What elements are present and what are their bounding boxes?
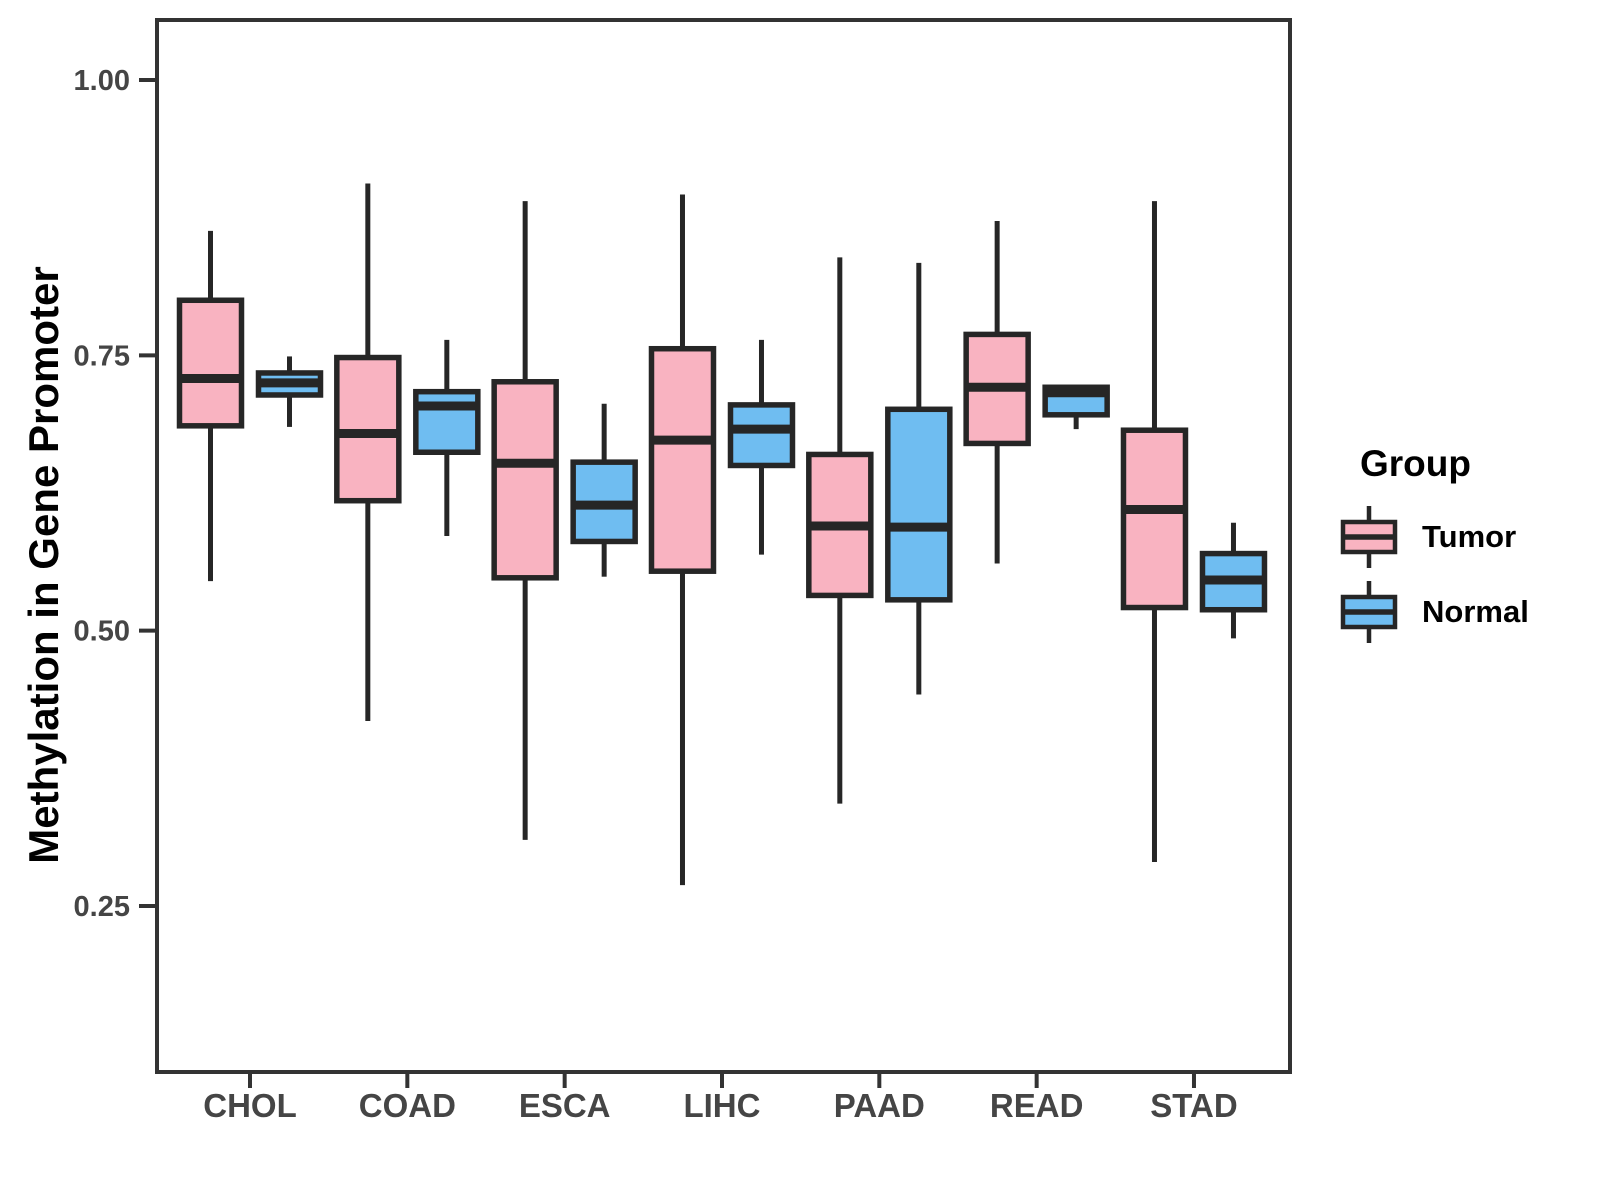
x-category-label-chol: CHOL xyxy=(203,1087,297,1124)
boxplot-lihc-normal xyxy=(727,339,796,555)
boxplot-chol-normal xyxy=(255,356,324,427)
legend-item-tumor: Tumor xyxy=(1340,499,1529,574)
boxplot-chol-tumor xyxy=(176,230,245,582)
legend-label-tumor: Tumor xyxy=(1422,518,1517,554)
y-tick-label: 0.75 xyxy=(74,340,130,372)
normal-boxplot-key-icon xyxy=(1340,580,1398,643)
box-rect xyxy=(885,406,953,603)
box-rect xyxy=(727,402,796,469)
legend-label-normal: Normal xyxy=(1422,593,1529,629)
boxplot-lihc-tumor xyxy=(648,194,717,886)
boxplot-esca-tumor xyxy=(491,201,559,840)
x-category-label-stad: STAD xyxy=(1150,1087,1237,1124)
box-rect xyxy=(491,379,559,581)
boxplot-paad-normal xyxy=(885,262,953,695)
y-tick-label: 0.25 xyxy=(74,891,130,923)
boxplot-esca-normal xyxy=(570,403,638,577)
x-category-label-coad: COAD xyxy=(359,1087,456,1124)
boxplot-coad-tumor xyxy=(334,183,402,721)
box-rect xyxy=(176,297,245,429)
boxplot-stad-normal xyxy=(1199,522,1268,639)
plot-panel-border xyxy=(155,18,1292,1074)
x-category-label-lihc: LIHC xyxy=(683,1087,760,1124)
boxplot-paad-tumor xyxy=(806,257,874,804)
y-tick-label: 1.00 xyxy=(74,65,130,97)
box-rect xyxy=(1120,427,1189,611)
box-rect xyxy=(413,388,481,455)
boxplot-read-normal xyxy=(1042,384,1110,430)
x-category-label-paad: PAAD xyxy=(834,1087,925,1124)
boxplot-stad-tumor xyxy=(1120,201,1189,862)
legend: Group Tumor Normal xyxy=(1340,443,1529,649)
x-category-label-read: READ xyxy=(990,1087,1084,1124)
y-tick-label: 0.50 xyxy=(74,616,130,648)
legend-title: Group xyxy=(1360,443,1471,484)
x-category-label-esca: ESCA xyxy=(519,1087,611,1124)
box-rect xyxy=(648,345,717,574)
legend-item-normal: Normal xyxy=(1340,574,1529,649)
boxplot-read-tumor xyxy=(963,220,1031,564)
tumor-boxplot-key-icon xyxy=(1340,505,1398,568)
boxplot-coad-normal xyxy=(413,339,481,536)
y-axis-title: Methylation in Gene Promoter xyxy=(20,266,67,864)
